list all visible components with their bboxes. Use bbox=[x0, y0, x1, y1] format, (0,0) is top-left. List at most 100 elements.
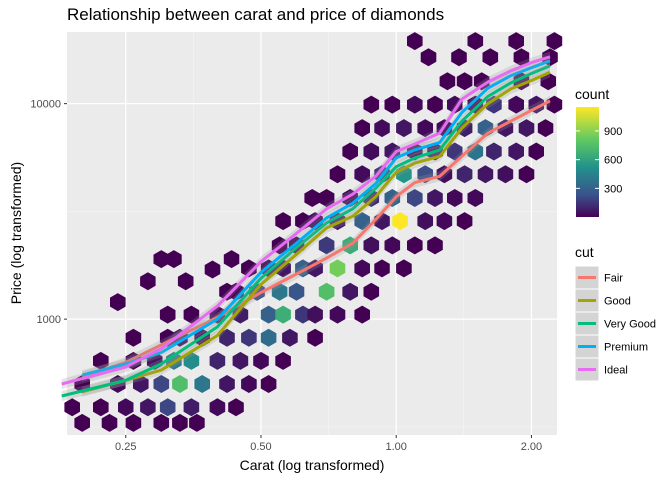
hexbin-cell bbox=[166, 250, 182, 269]
hexbin-cell bbox=[189, 413, 205, 432]
hexbin-cell bbox=[467, 189, 484, 207]
colorbar-tick-label: 300 bbox=[604, 183, 622, 195]
hexbin-cell bbox=[110, 375, 126, 393]
hexbin-cell bbox=[219, 328, 235, 347]
legend-item-premium: Premium bbox=[574, 334, 648, 359]
smooth-line-very-good bbox=[61, 64, 551, 398]
hexbin-cell bbox=[133, 375, 149, 393]
hexbin-cell bbox=[282, 328, 298, 347]
hexbin-cell bbox=[172, 413, 188, 432]
smooth-line-premium bbox=[81, 59, 551, 377]
x-axis-title: Carat (log transformed) bbox=[240, 457, 385, 473]
hexbin-cell bbox=[260, 328, 277, 347]
hexbin-cell bbox=[271, 282, 288, 301]
smooth-line-ideal bbox=[61, 55, 551, 386]
hexbin-cell bbox=[513, 48, 530, 67]
hexbin-cell bbox=[260, 305, 277, 324]
hexbin-cell bbox=[307, 259, 323, 278]
hexbin-cell bbox=[384, 95, 401, 114]
hexbin-cell bbox=[407, 32, 423, 51]
hexbin-cell bbox=[354, 212, 370, 231]
legend-label: Fair bbox=[604, 273, 623, 285]
hexbin-cell bbox=[342, 282, 358, 301]
hexbin-cell bbox=[477, 165, 494, 184]
hexbin-cell bbox=[241, 375, 257, 393]
hexbin-cell bbox=[546, 32, 563, 51]
hexbin-cell bbox=[417, 119, 433, 138]
hexbin-cell bbox=[540, 72, 556, 91]
hexbin-cell bbox=[223, 250, 240, 269]
hexbin-cell bbox=[101, 413, 118, 432]
hexbin-cell bbox=[307, 328, 323, 347]
hexbin-cell bbox=[451, 48, 467, 67]
hexbin-cell bbox=[93, 351, 109, 370]
hexbin-cell bbox=[204, 260, 221, 279]
hexbin-cell bbox=[363, 236, 380, 255]
hexbin-cell bbox=[329, 259, 346, 278]
confidence-band bbox=[61, 51, 550, 390]
hexbin-cell bbox=[407, 236, 423, 255]
hexbin-cell bbox=[219, 375, 235, 393]
hexbin-cell bbox=[241, 328, 257, 347]
y-axis-title: Price (log transformed) bbox=[8, 162, 24, 304]
hexbin-cell bbox=[427, 189, 443, 207]
hexbin-cell bbox=[295, 305, 311, 324]
hexbin-cell bbox=[384, 142, 401, 161]
hexbin-cell bbox=[275, 212, 291, 231]
hexbin-cell bbox=[118, 398, 134, 417]
hexbin-cell bbox=[407, 189, 423, 207]
hexbin-cell bbox=[93, 398, 109, 417]
hexbin-cell bbox=[508, 32, 524, 51]
hexbin-cell bbox=[354, 259, 370, 278]
hexbin-cell bbox=[125, 413, 142, 432]
hexbin-cell bbox=[473, 72, 490, 91]
colorbar-ticks: 300 600 900 bbox=[576, 126, 622, 195]
colorbar-tick-label: 900 bbox=[604, 126, 622, 138]
hexbin-cell bbox=[486, 142, 502, 161]
hexbin-cell bbox=[427, 236, 443, 255]
hexbin-cell bbox=[363, 142, 380, 161]
colorbar-tick-label: 600 bbox=[604, 155, 622, 167]
hexbin-cell bbox=[177, 272, 194, 291]
hexbin-cell bbox=[537, 119, 554, 138]
hexbin-cell bbox=[436, 212, 453, 231]
hexbin-cell bbox=[232, 351, 249, 370]
smooth-lines-layer bbox=[61, 51, 551, 401]
hexbin-cell bbox=[275, 305, 291, 324]
hexbin-cell bbox=[447, 95, 463, 114]
hexbin-cell bbox=[74, 413, 90, 432]
hexbin-cell bbox=[159, 398, 176, 417]
hexbin-cell bbox=[318, 282, 335, 301]
hexbin-cell bbox=[518, 165, 535, 184]
legend-label: Good bbox=[604, 296, 631, 308]
hexbin-cell bbox=[546, 95, 563, 114]
x-tick-label: 0.50 bbox=[250, 441, 271, 453]
hexbin-cell bbox=[467, 32, 484, 51]
smooth-line-good bbox=[81, 70, 551, 394]
hexbin-cell bbox=[417, 212, 433, 231]
hexbin-cell bbox=[241, 259, 257, 278]
hexbin-cell bbox=[194, 375, 210, 393]
legend-item-very-good: Very Good bbox=[574, 311, 656, 336]
hexbin-cell bbox=[456, 212, 473, 231]
hexbin-cell bbox=[396, 259, 412, 278]
hexbin-cell bbox=[447, 189, 463, 207]
hexbin-cell bbox=[140, 272, 156, 291]
cut-legend-title: cut bbox=[575, 244, 594, 260]
y-tick-label: 10000 bbox=[30, 99, 61, 111]
smooth-line-fair bbox=[81, 99, 551, 379]
hexbin-cell bbox=[110, 293, 126, 312]
hexbin-cell bbox=[260, 375, 277, 393]
legend-item-good: Good bbox=[574, 288, 631, 313]
hexbin-cell bbox=[172, 375, 188, 393]
x-tick-label: 0.25 bbox=[115, 441, 136, 453]
hexbin-cell bbox=[183, 351, 200, 370]
hexbin-cell bbox=[486, 95, 502, 114]
hexbin-cell bbox=[439, 72, 456, 91]
hexbin-cell bbox=[232, 305, 249, 324]
legend-label: Premium bbox=[604, 342, 648, 354]
hexbin-cell bbox=[384, 236, 401, 255]
hexbin-cell bbox=[318, 189, 335, 207]
colorbar-gradient bbox=[576, 107, 599, 217]
hexbin-cell bbox=[374, 259, 390, 278]
